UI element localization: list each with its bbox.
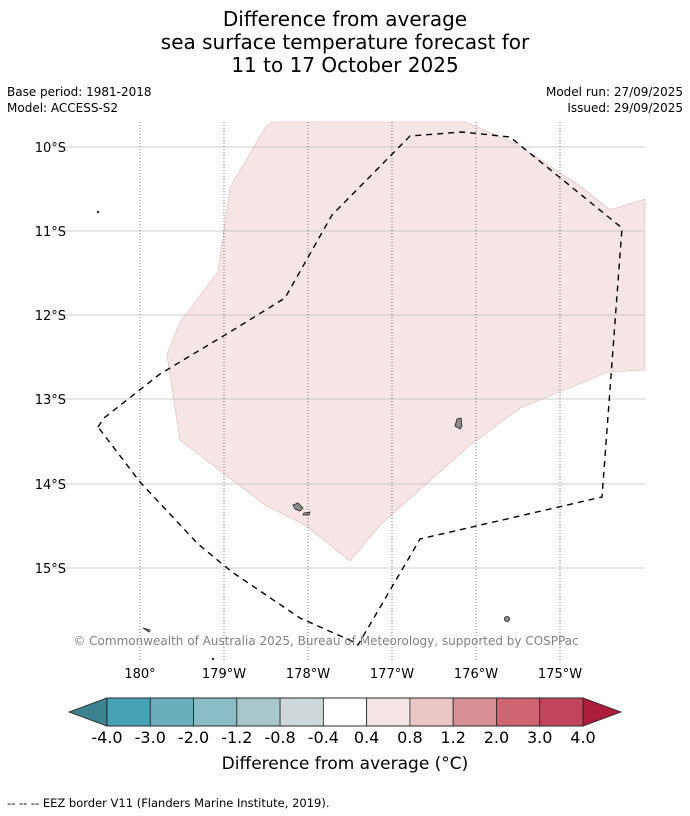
island-5 (96, 210, 100, 214)
colorbar-segment (322, 697, 368, 727)
lon-labels: 180° 179°W 178°W 177°W 176°W 175°W (124, 667, 582, 682)
title-line-3: 11 to 17 October 2025 (231, 53, 459, 77)
colorbar-tick-label: -0.4 (308, 728, 339, 747)
islands (96, 210, 510, 661)
colorbar: -4.0 -3.0 -2.0 -1.2 -0.8 -0.4 0.4 0.8 1.2 2.0 3.0 4… (67, 697, 623, 747)
colorbar-segment (106, 697, 151, 727)
colorbar-tick-label: 1.2 (440, 728, 465, 747)
copyright-text: © Commonwealth of Australia 2025, Bureau… (73, 634, 578, 648)
colorbar-tick-label: 2.0 (484, 728, 509, 747)
colorbar-under-arrow (67, 697, 108, 727)
lat-label-15s: 15°S (35, 562, 66, 577)
lon-label-176w: 176°W (454, 667, 498, 682)
model-name: Model: ACCESS-S2 (7, 101, 119, 115)
colorbar-tick-label: -2.0 (178, 728, 209, 747)
island-7 (211, 657, 215, 661)
colorbar-segment (539, 697, 584, 727)
island-1 (454, 417, 463, 430)
colorbar-segment (452, 697, 497, 727)
colorbar-title: Difference from average (°C) (221, 754, 469, 774)
colorbar-segment (409, 697, 454, 727)
colorbar-segment (193, 697, 238, 727)
island-6 (142, 627, 151, 633)
colorbar-tick-label: 4.0 (570, 728, 595, 747)
lat-label-11s: 11°S (35, 225, 66, 240)
colorbar-segment (366, 697, 411, 727)
meta-left: Base period: 1981-2018 Model: ACCESS-S2 (7, 84, 152, 116)
lon-label-178w: 178°W (286, 667, 330, 682)
lat-labels: 10°S 11°S 12°S 13°S 14°S 15°S (35, 141, 66, 577)
anomaly-region (166, 121, 646, 562)
issued-date: Issued: 29/09/2025 (567, 101, 683, 115)
lon-label-180: 180° (124, 667, 155, 682)
island-2 (292, 502, 304, 512)
colorbar-segment (236, 697, 281, 727)
colorbar-segment (496, 697, 541, 727)
chart-title: Difference from average sea surface temp… (0, 8, 690, 77)
base-period: Base period: 1981-2018 (7, 85, 152, 99)
title-line-2: sea surface temperature forecast for (160, 30, 530, 54)
colorbar-tick-label: -0.8 (264, 728, 295, 747)
colorbar-over-arrow (582, 697, 623, 727)
title-line-1: Difference from average (222, 7, 468, 31)
colorbar-segment (279, 697, 324, 727)
colorbar-tick-label: 0.4 (354, 728, 379, 747)
lat-gridlines (50, 146, 645, 569)
lat-label-13s: 13°S (35, 393, 66, 408)
colorbar-tick-label: -1.2 (221, 728, 252, 747)
footnote: -- -- -- EEZ border V11 (Flanders Marine… (7, 796, 330, 810)
meta-right: Model run: 27/09/2025 Issued: 29/09/2025 (546, 84, 683, 116)
model-run: Model run: 27/09/2025 (545, 85, 683, 99)
colorbar-tick-label: 3.0 (527, 728, 552, 747)
lat-label-14s: 14°S (35, 478, 66, 493)
lat-label-12s: 12°S (35, 309, 66, 324)
lat-label-10s: 10°S (35, 141, 66, 156)
lon-label-179w: 179°W (202, 667, 246, 682)
colorbar-tick-label: 0.8 (397, 728, 422, 747)
colorbar-tick-label: -3.0 (135, 728, 166, 747)
lon-label-175w: 175°W (538, 667, 582, 682)
colorbar-tick-label: -4.0 (91, 728, 122, 747)
colorbar-segment (149, 697, 194, 727)
island-4 (503, 616, 510, 623)
lon-label-177w: 177°W (370, 667, 414, 682)
island-3 (302, 511, 311, 516)
